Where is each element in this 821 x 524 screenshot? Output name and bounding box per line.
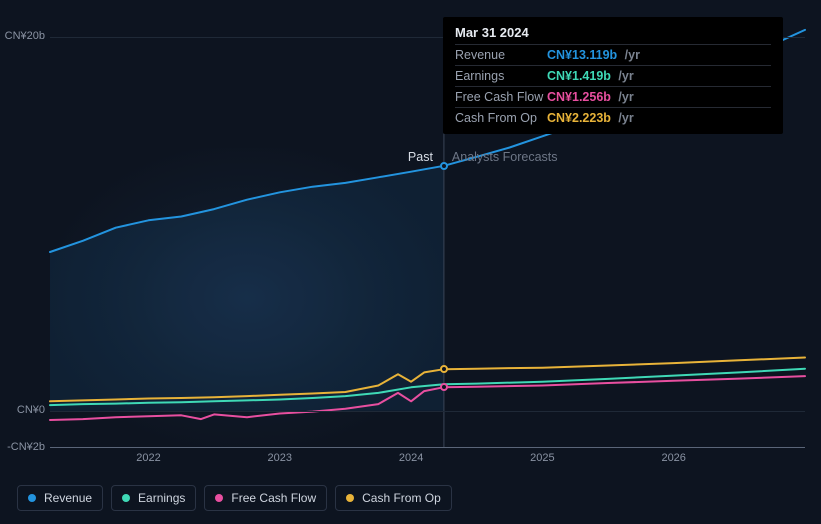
legend-item-free_cash_flow[interactable]: Free Cash Flow [204,485,327,511]
legend-item-earnings[interactable]: Earnings [111,485,196,511]
tooltip-metric: Cash From Op [455,111,547,125]
legend-label: Earnings [138,491,185,505]
tooltip-unit: /yr [621,48,640,62]
legend-dot-icon [122,494,130,502]
y-axis-label: CN¥0 [17,404,45,416]
x-axis-line [50,447,805,448]
legend: Revenue Earnings Free Cash Flow Cash From O… [17,485,452,511]
tooltip-unit: /yr [615,90,634,104]
legend-item-revenue[interactable]: Revenue [17,485,103,511]
legend-label: Free Cash Flow [231,491,316,505]
forecast-label: Analysts Forecasts [452,150,558,164]
tooltip-unit: /yr [615,111,634,125]
past-label: Past [408,150,433,164]
hover-marker-revenue [440,162,448,170]
tooltip-value: CN¥1.256b /yr [547,90,634,104]
x-axis-label: 2025 [530,452,554,464]
x-axis-label: 2024 [399,452,423,464]
tooltip-row: Cash From OpCN¥2.223b /yr [455,107,771,128]
y-axis-label: CN¥20b [5,30,45,42]
tooltip-row: RevenueCN¥13.119b /yr [455,44,771,65]
hover-marker-cash_from_op [440,365,448,373]
tooltip-date: Mar 31 2024 [455,25,771,44]
legend-label: Cash From Op [362,491,441,505]
hover-marker-free_cash_flow [440,383,448,391]
zero-line [50,411,805,412]
tooltip-row: Free Cash FlowCN¥1.256b /yr [455,86,771,107]
tooltip-row: EarningsCN¥1.419b /yr [455,65,771,86]
legend-dot-icon [215,494,223,502]
legend-dot-icon [346,494,354,502]
tooltip-metric: Revenue [455,48,547,62]
legend-item-cash_from_op[interactable]: Cash From Op [335,485,452,511]
tooltip-unit: /yr [615,69,634,83]
tooltip-value: CN¥13.119b /yr [547,48,640,62]
legend-label: Revenue [44,491,92,505]
tooltip-metric: Earnings [455,69,547,83]
x-axis-label: 2023 [268,452,292,464]
legend-dot-icon [28,494,36,502]
y-axis-label: -CN¥2b [7,441,45,453]
tooltip-value: CN¥1.419b /yr [547,69,634,83]
hover-tooltip: Mar 31 2024 RevenueCN¥13.119b /yrEarning… [443,17,783,134]
x-axis-label: 2022 [136,452,160,464]
tooltip-value: CN¥2.223b /yr [547,111,634,125]
x-axis-label: 2026 [661,452,685,464]
tooltip-metric: Free Cash Flow [455,90,547,104]
